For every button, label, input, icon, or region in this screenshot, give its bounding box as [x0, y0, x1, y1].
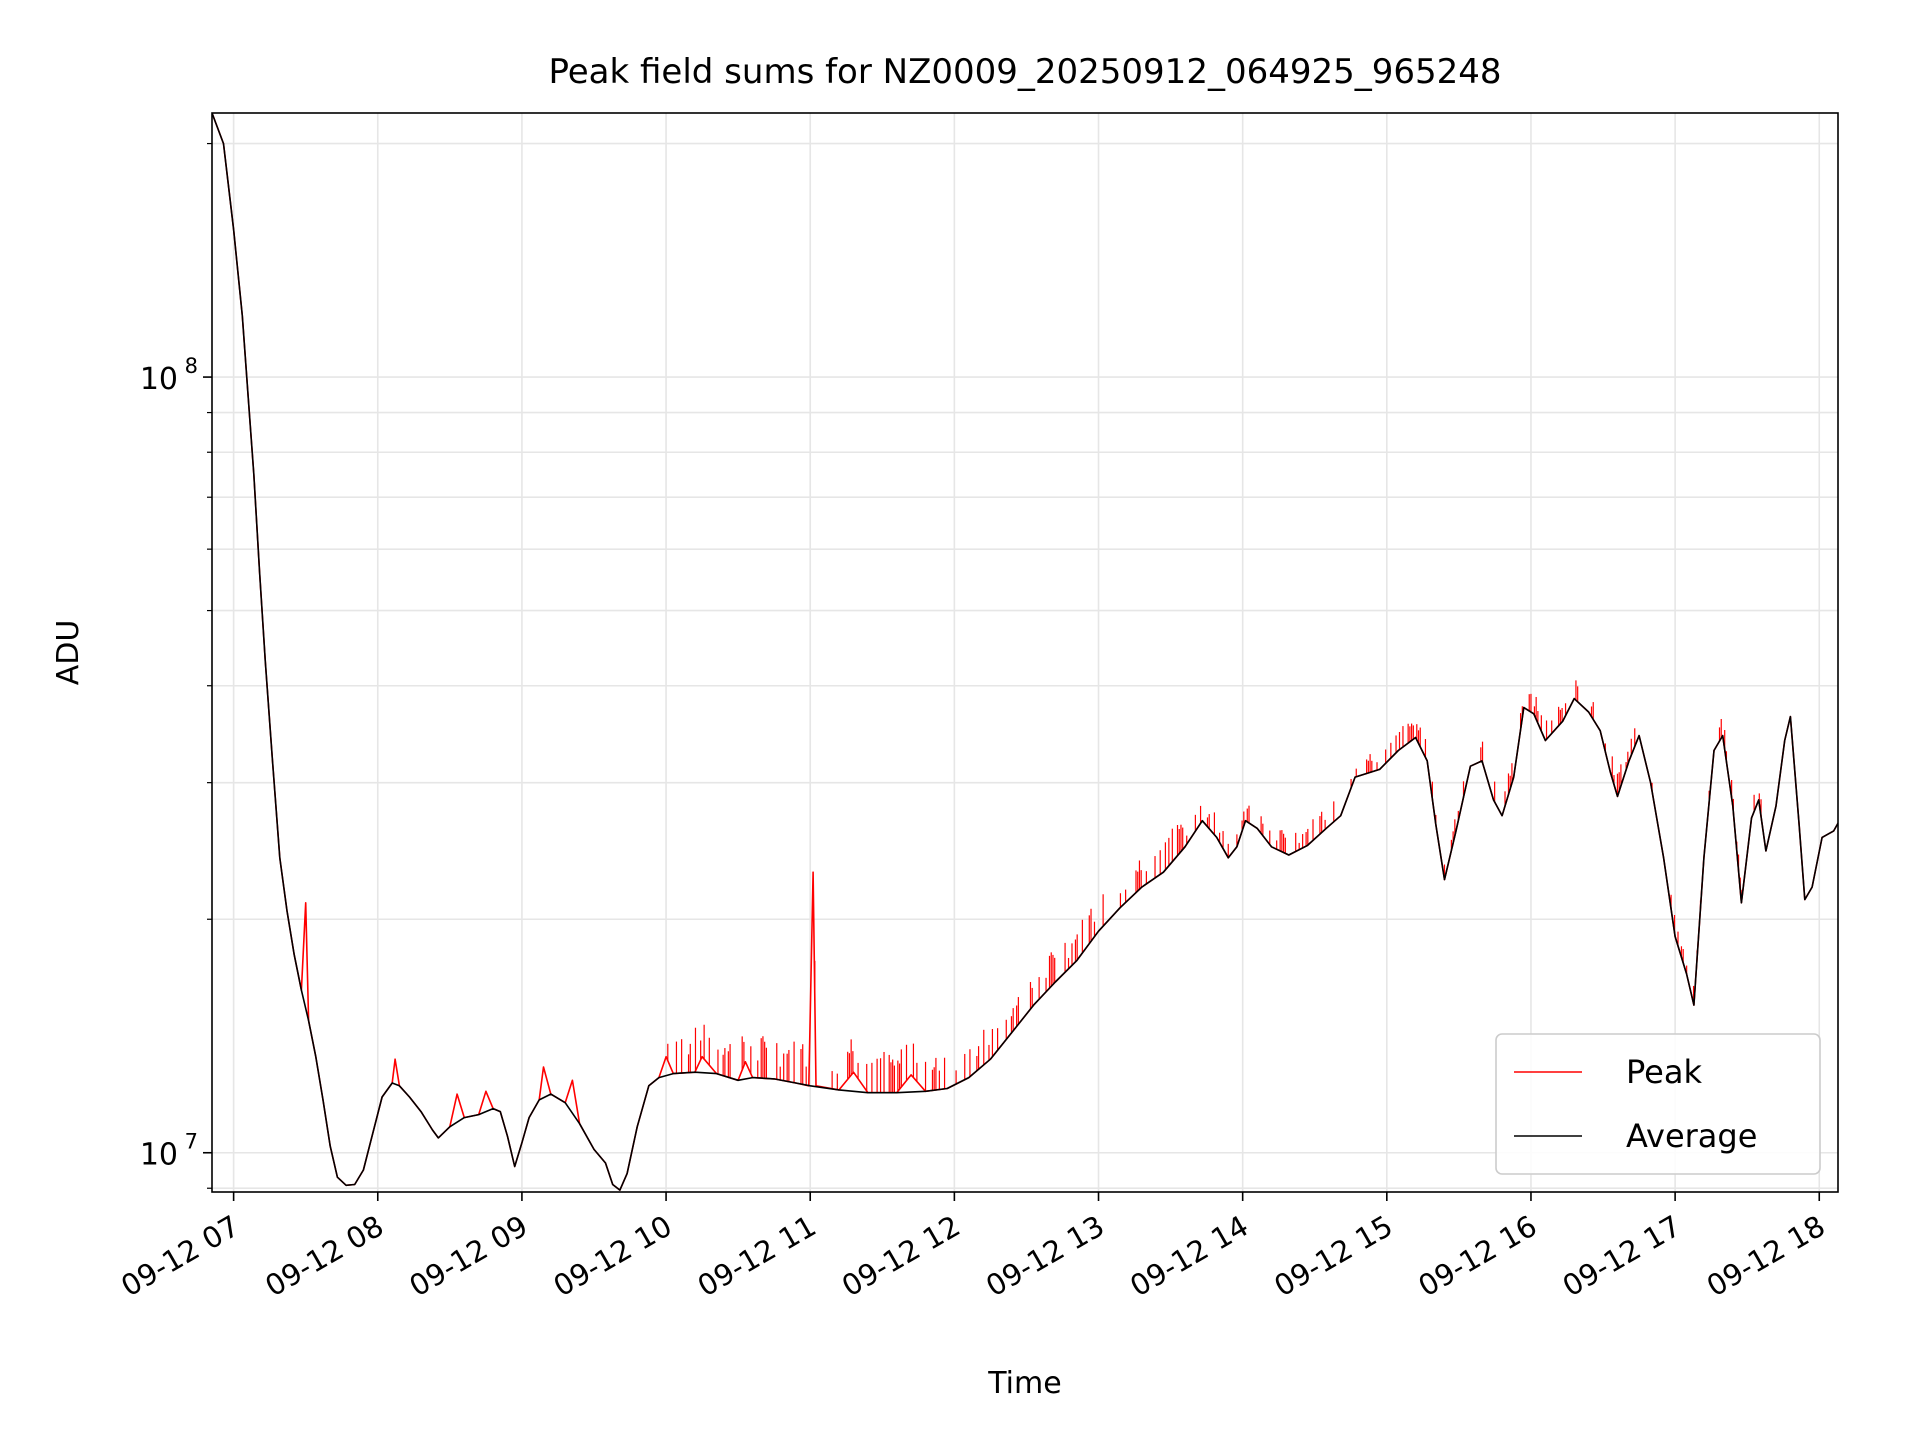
y-axis-label: ADU — [51, 620, 86, 686]
legend-box — [1495, 1033, 1821, 1175]
legend-label-peak: Peak — [1626, 1053, 1702, 1091]
series-line-average — [212, 113, 1838, 1191]
legend-label-average: Average — [1626, 1117, 1757, 1155]
series-average — [212, 113, 1838, 1191]
axes-frame — [211, 112, 1839, 1193]
y-tick-exponent: 8 — [185, 354, 198, 378]
y-tick-base: 10 — [140, 1138, 178, 1173]
chart-title: Peak field sums for NZ0009_20250912_0649… — [548, 52, 1501, 92]
y-tick-exponent: 7 — [185, 1130, 198, 1154]
y-tick-label: 10 — [140, 362, 178, 397]
y-tick-base: 10 — [140, 362, 178, 397]
y-tick-label: 10 — [140, 1138, 178, 1173]
x-axis-label: Time — [987, 1366, 1061, 1401]
plot-area — [212, 113, 1838, 1191]
legend: Peak Average — [1495, 1033, 1821, 1175]
